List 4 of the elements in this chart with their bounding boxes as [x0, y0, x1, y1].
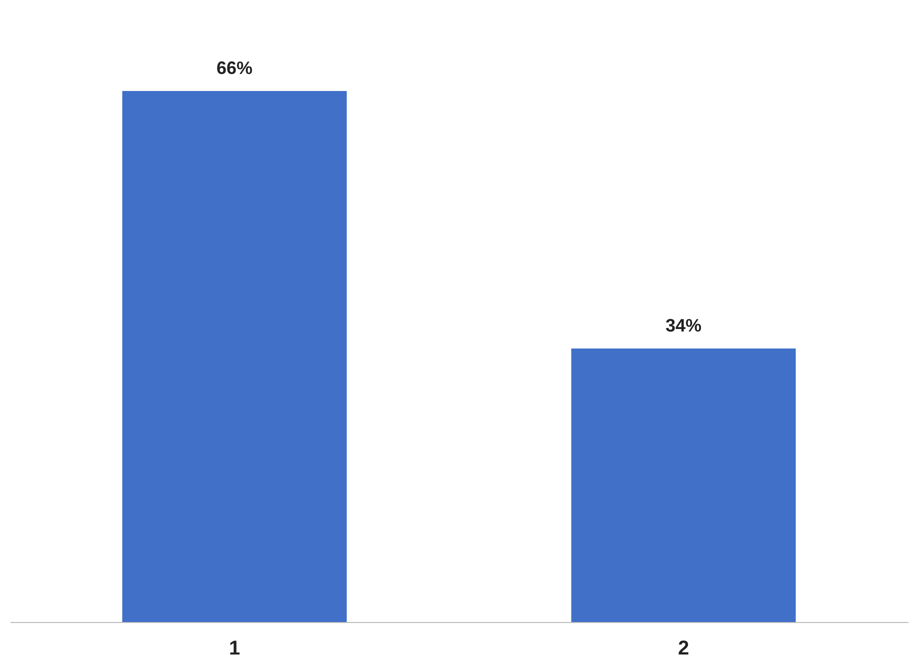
data-label: 34% — [665, 315, 702, 336]
x-tick-label: 2 — [678, 638, 690, 660]
x-tick-label: 1 — [228, 638, 240, 660]
data-label: 66% — [216, 58, 253, 78]
